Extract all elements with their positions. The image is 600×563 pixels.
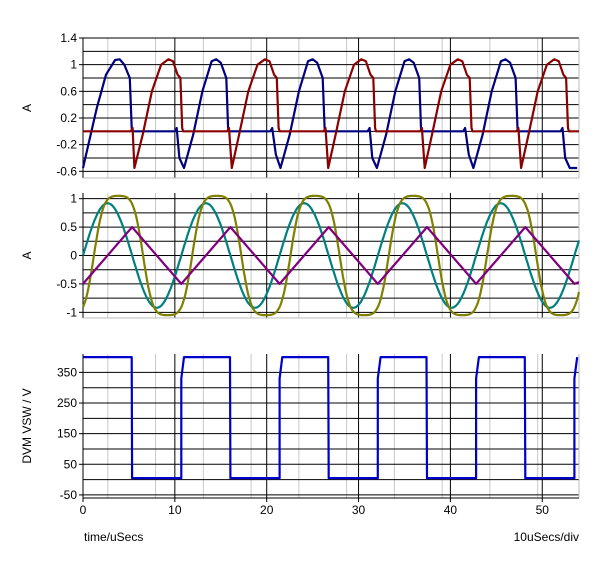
y-tick-label: -0.2 bbox=[56, 138, 77, 152]
y-axis-label: A bbox=[20, 104, 34, 112]
x-tick-label: 40 bbox=[444, 503, 458, 517]
y-tick-label: -1 bbox=[66, 305, 77, 319]
series-1-line bbox=[83, 356, 579, 480]
y-tick-label: 250 bbox=[57, 396, 77, 410]
y-axis-label: A bbox=[20, 251, 34, 259]
x-tick-label: 20 bbox=[260, 503, 274, 517]
y-tick-label: -0.6 bbox=[56, 164, 77, 178]
series-2-line bbox=[83, 58, 579, 170]
y-tick-label: 50 bbox=[64, 457, 78, 471]
y-tick-label: 1 bbox=[70, 58, 77, 72]
y-tick-label: 150 bbox=[57, 427, 77, 441]
y-tick-label: 0.5 bbox=[60, 220, 77, 234]
y-tick-label: 0 bbox=[70, 249, 77, 263]
y-tick-label: -50 bbox=[60, 488, 78, 502]
y-tick-label: 0.6 bbox=[60, 84, 77, 98]
top-current-panel: 1.4 1 0.6 0.2 -0.2 -0.6 A bbox=[20, 31, 580, 179]
y-tick-label: 350 bbox=[57, 365, 77, 379]
time-axis: 0 10 20 30 40 50 bbox=[80, 498, 550, 517]
series-1-line bbox=[81, 58, 578, 170]
x-tick-label: 0 bbox=[80, 503, 87, 517]
y-tick-label: -0.5 bbox=[56, 277, 77, 291]
x-tick-label: 30 bbox=[352, 503, 366, 517]
x-division-label: 10uSecs/div bbox=[513, 530, 579, 544]
y-tick-label: 0.2 bbox=[60, 111, 77, 125]
series-3-line bbox=[82, 226, 580, 285]
y-tick-label: 1 bbox=[70, 192, 77, 206]
x-axis-label: time/uSecs bbox=[84, 530, 144, 544]
x-tick-label: 50 bbox=[536, 503, 550, 517]
x-tick-label: 10 bbox=[168, 503, 182, 517]
series-2-line bbox=[81, 194, 581, 317]
middle-current-panel: 1 0.5 0 -0.5 -1 A bbox=[20, 192, 581, 319]
voltage-panel: 350 250 150 50 -50 DVM VSW / V bbox=[20, 354, 580, 502]
y-axis-label: DVM VSW / V bbox=[20, 388, 34, 463]
y-tick-label: 1.4 bbox=[60, 31, 77, 45]
